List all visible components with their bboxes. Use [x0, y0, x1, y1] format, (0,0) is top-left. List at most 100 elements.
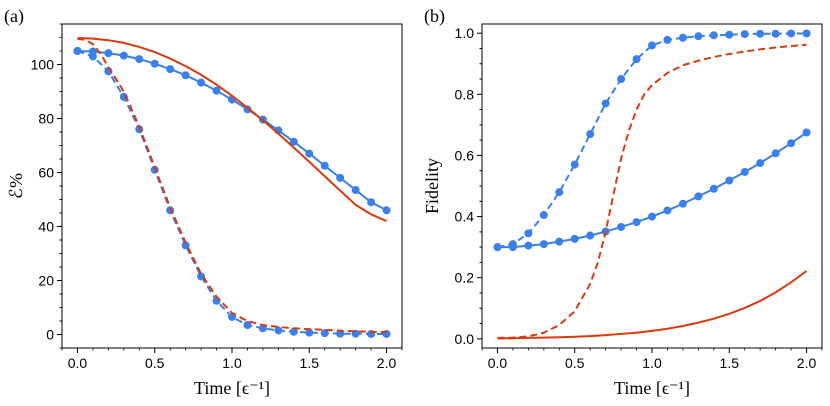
panel-a-point-blue-solid-dots: [150, 59, 159, 68]
panel-a-point-blue-solid-dots: [135, 55, 144, 64]
panel-a-xtick-label: 2.0: [377, 355, 397, 371]
panel-a-ytick-label: 20: [38, 273, 54, 289]
panel-b-point-blue-dashed-dots: [756, 29, 765, 38]
panel-a-xtick-label: 0.5: [145, 355, 165, 371]
panel-b-yticks: 0.0 0.2 0.4 0.6 0.8 1.0: [455, 25, 482, 347]
panel-b-point-blue-solid-dots: [678, 199, 687, 208]
panel-b-ylabel: Fidelity: [422, 158, 442, 214]
panel-b-point-blue-solid-dots: [663, 206, 672, 215]
panel-a-point-blue-dashed-dots: [320, 329, 329, 338]
panel-b-ytick-label: 0.2: [455, 270, 475, 286]
panel-b-point-blue-dashed-dots: [694, 32, 703, 41]
panel-b-line-red-solid: [497, 270, 808, 340]
panel-a-ylabel: ℰ%: [6, 173, 26, 199]
panel-b-xtick-label: 1.0: [642, 355, 662, 371]
panel-a-point-blue-dashed-dots: [305, 328, 314, 337]
panel-b-xtick-label: 0.5: [565, 355, 585, 371]
panel-b-point-blue-solid-dots: [508, 243, 517, 252]
panel-b-point-blue-dashed-dots: [663, 35, 672, 44]
panel-a-point-blue-solid-dots: [166, 65, 175, 74]
panel-a-yticks: 0 20 40 60 80 100: [31, 23, 62, 349]
panel-b-point-blue-dashed-dots: [771, 29, 780, 38]
panel-b-point-blue-dashed-dots: [586, 130, 595, 139]
panel-b-point-blue-dashed-dots: [802, 29, 811, 38]
panel-b-point-blue-dashed-dots: [678, 33, 687, 42]
panel-a-point-blue-dashed-dots: [73, 47, 82, 55]
panel-a-label: (a): [4, 6, 24, 27]
panel-a-point-blue-solid-dots: [119, 51, 128, 60]
panel-b-point-blue-solid-dots: [740, 167, 749, 176]
panel-a-point-blue-dashed-dots: [243, 321, 252, 330]
panel-a-line-red-dashed: [77, 37, 387, 334]
panel-a-ytick-label: 40: [38, 219, 54, 235]
panel-b-point-blue-dashed-dots: [601, 99, 610, 108]
panel-a-point-blue-solid-dots: [320, 161, 329, 170]
panel-b-point-blue-dashed-dots: [524, 229, 533, 238]
panel-b-ytick-label: 1.0: [455, 25, 475, 41]
panel-a-point-blue-dashed-dots: [289, 327, 298, 336]
panel-b-point-blue-dashed-dots: [709, 31, 718, 40]
panel-b-point-blue-solid-dots: [617, 222, 626, 231]
panel-b-point-blue-dashed-dots: [787, 29, 796, 38]
panel-b-xticks: 0.0 0.5 1.0 1.5 2.0: [481, 348, 823, 371]
panel-a: (a) Time [ϵ⁻¹] ℰ% 0.0 0.5 1.0 1.5 2.0 0 20 40 6…: [4, 6, 403, 398]
panel-b-line-red-dashed: [497, 43, 807, 339]
panel-a-line-blue-solid-dots: [77, 50, 388, 212]
panel-b-point-blue-solid-dots: [787, 139, 796, 148]
panel-a-xlabel: Time [ϵ⁻¹]: [194, 378, 270, 398]
panel-a-point-blue-solid-dots: [104, 49, 113, 58]
panel-a-point-blue-solid-dots: [351, 186, 360, 195]
panel-b-label: (b): [424, 6, 445, 27]
panel-b-point-blue-solid-dots: [756, 159, 765, 168]
panel-a-xticks: 0.0 0.5 1.0 1.5 2.0: [61, 348, 403, 371]
panel-b-ytick-label: 0.4: [455, 209, 475, 225]
panel-a-ytick-label: 100: [31, 57, 55, 73]
panel-a-point-blue-solid-dots: [289, 137, 298, 146]
panel-b-ytick-label: 0.8: [455, 86, 475, 102]
panel-a-xtick-label: 0.0: [68, 355, 88, 371]
panel-a-point-blue-solid-dots: [305, 149, 314, 158]
panel-a-point-blue-dashed-dots: [88, 52, 97, 61]
panel-b-point-blue-dashed-dots: [632, 55, 641, 64]
panel-b-point-blue-dashed-dots: [570, 160, 579, 169]
panel-b-ytick-label: 0.6: [455, 147, 475, 163]
panel-b-point-blue-solid-dots: [694, 192, 703, 201]
panel-a-ytick-label: 80: [38, 111, 54, 127]
panel-b-line-blue-dashed-dots: [497, 32, 807, 249]
panel-b-point-blue-dashed-dots: [648, 41, 656, 50]
panel-a-xtick-label: 1.0: [222, 355, 242, 371]
panel-b-xtick-label: 2.0: [797, 355, 817, 371]
panel-b-point-blue-dashed-dots: [555, 188, 564, 197]
panel-a-point-blue-dashed-dots: [181, 241, 190, 250]
panel-b-point-blue-solid-dots: [539, 240, 548, 249]
panel-a-line-red-solid: [77, 37, 387, 223]
panel-b-point-blue-solid-dots: [648, 212, 656, 221]
panel-b: (b) Time [ϵ⁻¹] Fidelity 0.0 0.5 1.0 1.5 2.0 …: [422, 6, 823, 398]
panel-a-point-blue-dashed-dots: [274, 326, 283, 335]
panel-b-point-blue-solid-dots: [524, 241, 533, 250]
panel-b-frame: [481, 23, 823, 349]
panel-b-point-blue-solid-dots: [493, 243, 502, 252]
panel-b-point-blue-dashed-dots: [725, 30, 734, 39]
panel-b-line-blue-solid-dots: [497, 131, 808, 249]
panel-b-ytick-label: 0.0: [455, 331, 475, 347]
panel-b-series: [493, 29, 811, 340]
panel-a-point-blue-solid-dots: [367, 198, 376, 207]
panel-b-point-blue-solid-dots: [725, 176, 734, 185]
panel-b-point-blue-solid-dots: [802, 128, 811, 137]
panel-b-point-blue-solid-dots: [586, 231, 595, 240]
panel-a-ytick-label: 60: [38, 165, 54, 181]
panel-b-xlabel: Time [ϵ⁻¹]: [614, 378, 690, 398]
panel-a-xtick-label: 1.5: [300, 355, 320, 371]
panel-a-point-blue-solid-dots: [197, 78, 206, 87]
panel-a-point-blue-solid-dots: [212, 86, 221, 95]
panel-b-point-blue-solid-dots: [709, 184, 718, 193]
panel-b-point-blue-dashed-dots: [740, 30, 749, 39]
panel-a-point-blue-solid-dots: [382, 206, 391, 215]
panel-a-point-blue-solid-dots: [336, 173, 345, 182]
panel-a-point-blue-solid-dots: [181, 71, 190, 80]
panel-b-point-blue-dashed-dots: [617, 75, 626, 84]
panel-b-point-blue-solid-dots: [632, 218, 641, 227]
panel-b-xtick-label: 1.5: [720, 355, 740, 371]
